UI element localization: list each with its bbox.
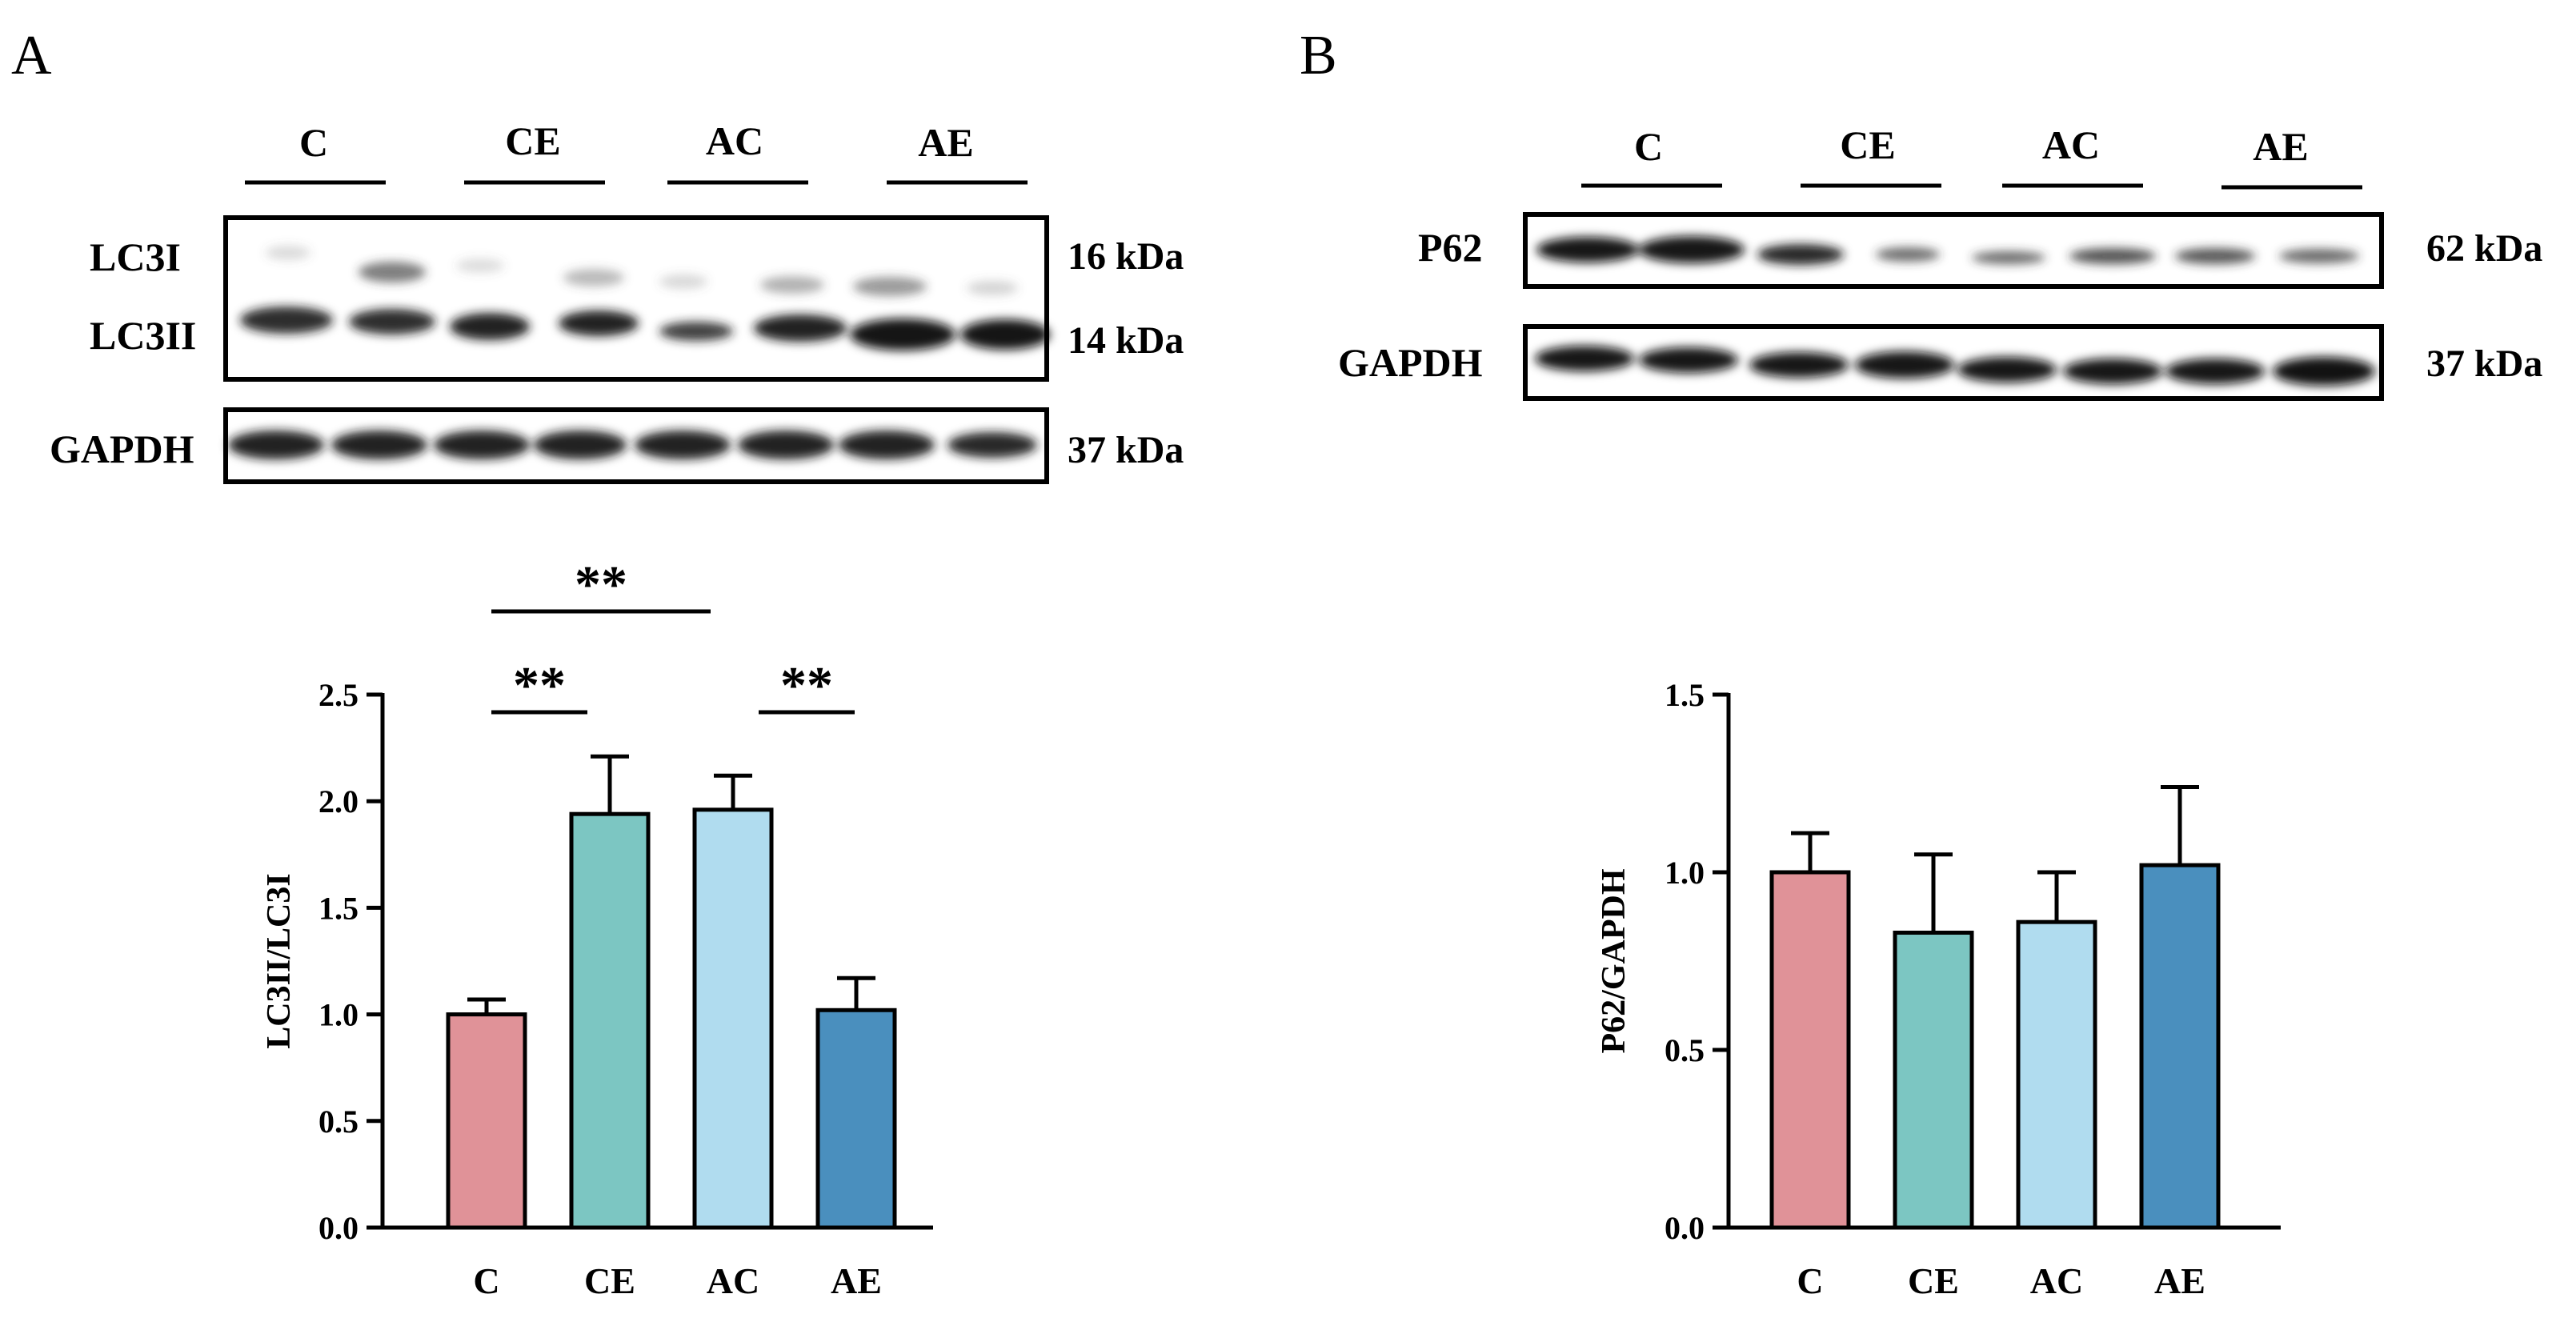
panel-a-letter: A (11, 25, 52, 86)
panel-b-gapdh-label: GAPDH (1338, 340, 1483, 385)
panel-b-gapdh-kda-label: 37 kDa (2426, 343, 2542, 385)
panel-a-lane-label-ac: AC (706, 118, 763, 163)
chart-a-x-label-c: C (473, 1260, 499, 1301)
chart-b-bar-c (1769, 870, 1851, 1230)
panel-b-letter: B (1300, 25, 1337, 86)
panel-a: A C CE AC AE (11, 25, 1184, 1301)
chart-b-y-tick-label: 0.5 (1665, 1032, 1705, 1068)
chart-a-y-tick-label: 2.5 (318, 677, 359, 713)
panel-b-lane-label-c: C (1634, 124, 1663, 169)
chart-a-x-label-ce: CE (584, 1260, 635, 1301)
panel-b-p62-blot (1523, 212, 2384, 289)
chart-a-bar-ac (692, 807, 774, 1230)
chart-b-bar-ae (2139, 863, 2221, 1230)
lc3i-bands (266, 246, 1018, 296)
panel-a-lane-label-c: C (299, 120, 328, 165)
chart-b-x-label-ac: AC (2030, 1260, 2083, 1301)
p62-bands (1536, 236, 2359, 265)
panel-a-gapdh-blot (223, 407, 1049, 484)
panel-a-gapdh-kda-label: 37 kDa (1068, 429, 1184, 471)
panel-a-lc3-blot (223, 215, 1050, 382)
lc3ii-label: LC3II (90, 313, 196, 358)
chart-b-x-label-ae: AE (2154, 1260, 2205, 1301)
panel-a-lc3-blot-frame (223, 215, 1049, 382)
panel-b-gapdh-blot (1523, 324, 2384, 401)
chart-b: 0.0 0.5 1.0 1.5 P62/GAPDH C CE AC AE (1596, 677, 2281, 1301)
sig-label-c-ce: ** (513, 656, 566, 715)
chart-b-y-tick-label: 1.5 (1665, 677, 1705, 713)
panel-a-significance: ** ** ** (491, 555, 855, 715)
panel-a-lane-label-ae: AE (918, 120, 973, 165)
lc3ii-bands (240, 306, 1050, 351)
panel-b: B C CE AC AE P62 (1300, 25, 2542, 1301)
p62-label: P62 (1418, 225, 1483, 270)
lc3i-kda-label: 16 kDa (1068, 235, 1184, 278)
chart-a-y-tick-label: 1.5 (318, 890, 359, 926)
panel-a-lane-label-ce: CE (505, 118, 560, 163)
chart-a-y-tick-label: 0.0 (318, 1210, 359, 1246)
chart-b-y-tick-label: 0.0 (1665, 1210, 1705, 1246)
panel-b-gapdh-bands (1535, 346, 2375, 386)
panel-a-gapdh-label: GAPDH (50, 427, 194, 471)
chart-a-bar-c (446, 1012, 527, 1230)
panel-b-lane-headers: C CE AC AE (1581, 122, 2362, 190)
lc3i-label: LC3I (90, 234, 181, 279)
chart-b-y-tick-label: 1.0 (1665, 855, 1705, 891)
chart-a-x-label-ac: AC (707, 1260, 759, 1301)
panel-a-lane-headers: C CE AC AE (245, 118, 1028, 185)
chart-a-y-tick-label: 2.0 (318, 783, 359, 819)
panel-b-lane-label-ae: AE (2253, 124, 2308, 169)
panel-a-gapdh-blot-frame (223, 407, 1049, 484)
chart-b-x-label-ce: CE (1908, 1260, 1959, 1301)
panel-b-lane-label-ce: CE (1840, 122, 1895, 167)
chart-b-y-axis-title: P62/GAPDH (1596, 869, 1633, 1054)
chart-a-bar-ae (815, 1008, 897, 1230)
chart-a-y-tick-label: 1.0 (318, 997, 359, 1033)
panel-b-lane-label-ac: AC (2042, 122, 2100, 167)
chart-a-x-label-ae: AE (831, 1260, 882, 1301)
chart-a: 0.0 0.5 1.0 1.5 2.0 2.5 LC3II/LC3I C CE AC AE (261, 677, 933, 1301)
sig-label-c-ac: ** (575, 555, 627, 614)
chart-b-bar-ac (2016, 919, 2097, 1230)
chart-a-bar-ce (569, 811, 651, 1230)
lc3ii-kda-label: 14 kDa (1068, 319, 1184, 362)
panel-b-p62-blot-frame (1523, 212, 2384, 289)
chart-b-x-label-c: C (1797, 1260, 1823, 1301)
panel-b-gapdh-blot-frame (1523, 324, 2384, 401)
chart-a-y-tick-label: 0.5 (318, 1104, 359, 1140)
sig-label-ac-ae: ** (780, 656, 833, 715)
chart-a-y-axis-title: LC3II/LC3I (261, 873, 298, 1048)
p62-kda-label: 62 kDa (2426, 227, 2542, 270)
panel-a-gapdh-bands (228, 431, 1037, 459)
chart-b-bar-ce (1893, 930, 1974, 1230)
